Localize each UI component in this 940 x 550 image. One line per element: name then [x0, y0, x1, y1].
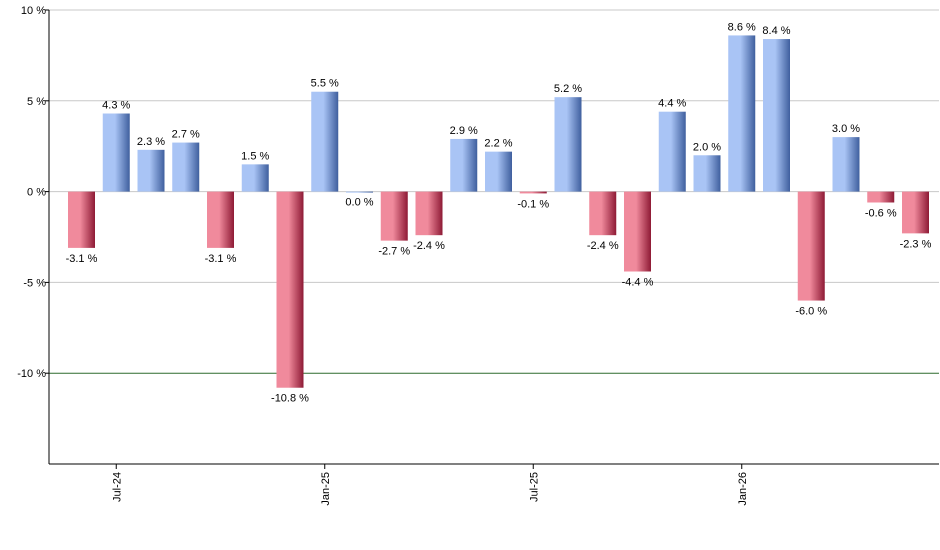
- bar: [797, 191, 825, 301]
- bar: [554, 97, 582, 192]
- bar: [207, 191, 234, 248]
- x-tick-label: Jan-26: [737, 472, 749, 506]
- data-label: 2.0 %: [693, 141, 721, 153]
- data-label: -0.6 %: [865, 207, 897, 219]
- data-label: -6.0 %: [795, 306, 827, 318]
- bar: [693, 155, 721, 192]
- x-axis-tick-labels: Jul-24 Jan-25 Jul-25 Jan-26: [111, 464, 749, 506]
- y-axis-tick-labels: 10 % 5 % 0 % -5 % -10 %: [17, 5, 49, 380]
- bar: [658, 111, 686, 192]
- data-label: -2.3 %: [900, 238, 932, 250]
- data-label: 1.5 %: [241, 150, 269, 162]
- y-tick-label: 10 %: [21, 5, 46, 17]
- data-label: 2.7 %: [172, 129, 200, 141]
- grid-lines: [49, 9, 939, 283]
- bar: [137, 149, 165, 192]
- x-tick-label: Jan-25: [320, 472, 332, 506]
- data-label: 3.0 %: [832, 123, 860, 135]
- data-label: -2.7 %: [378, 246, 410, 258]
- bar: [624, 191, 651, 272]
- bar: [867, 191, 895, 203]
- data-label: -0.1 %: [517, 198, 549, 210]
- data-label: -2.4 %: [587, 240, 619, 252]
- bar: [589, 191, 617, 236]
- data-label: -3.1 %: [66, 253, 98, 265]
- data-label: -3.1 %: [205, 253, 237, 265]
- bar: [380, 191, 408, 241]
- data-label: 2.9 %: [450, 125, 478, 137]
- data-label: 5.2 %: [554, 83, 582, 95]
- bar: [763, 39, 790, 192]
- bar: [902, 191, 929, 234]
- bar: [241, 164, 269, 192]
- data-label: -2.4 %: [413, 240, 445, 252]
- data-label: 8.6 %: [728, 21, 756, 33]
- axes: [48, 10, 939, 465]
- bar: [311, 91, 339, 192]
- bar: [68, 191, 95, 248]
- data-label: 4.3 %: [102, 100, 130, 112]
- y-tick-label: 0 %: [27, 187, 46, 199]
- data-label: -10.8 %: [271, 393, 309, 405]
- bar: [102, 113, 130, 192]
- bar: [519, 191, 547, 194]
- bar: [276, 191, 304, 388]
- data-labels: -3.1 % 4.3 % 2.3 % 2.7 % -3.1 % 1.5 % -10.8 % 5…: [66, 21, 932, 404]
- bar: [485, 151, 512, 192]
- bar: [346, 191, 373, 193]
- bar: [728, 35, 756, 192]
- x-tick-label: Jul-24: [111, 472, 123, 502]
- data-label: 2.3 %: [137, 136, 165, 148]
- data-label: 0.0 %: [345, 197, 373, 209]
- data-label: 4.4 %: [658, 98, 686, 110]
- y-tick-label: -5 %: [23, 277, 46, 289]
- y-tick-label: -10 %: [17, 368, 46, 380]
- y-tick-label: 5 %: [27, 96, 46, 108]
- bar: [172, 142, 200, 192]
- x-tick-label: Jul-25: [528, 472, 540, 502]
- data-label: 8.4 %: [762, 25, 790, 37]
- bar: [832, 137, 860, 192]
- bar: [415, 191, 443, 236]
- data-label: 5.5 %: [311, 78, 339, 90]
- bar: [450, 138, 478, 192]
- bars: [68, 35, 929, 388]
- data-label: -4.4 %: [622, 277, 654, 289]
- data-label: 2.2 %: [484, 138, 512, 150]
